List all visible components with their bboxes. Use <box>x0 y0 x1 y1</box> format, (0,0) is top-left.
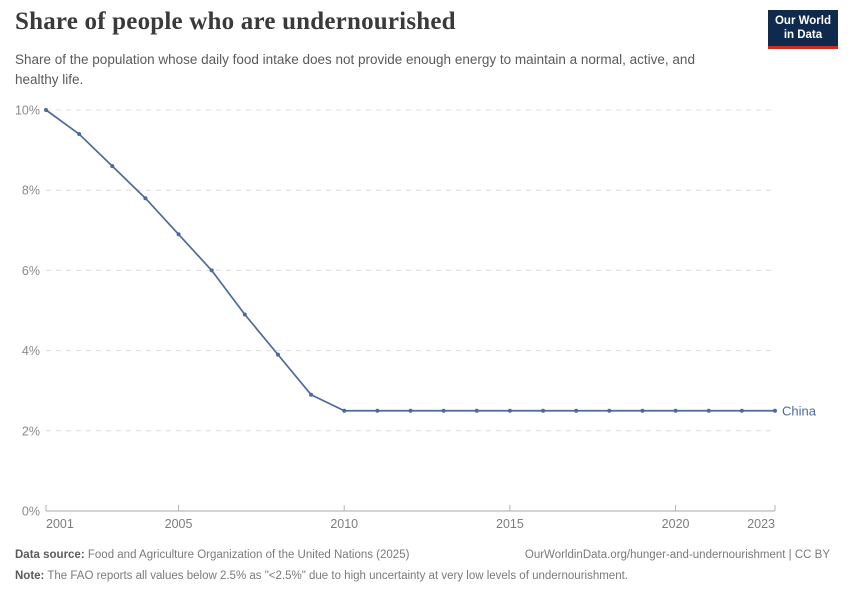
owid-logo[interactable]: Our World in Data <box>767 10 838 49</box>
data-point-2022[interactable] <box>739 408 744 413</box>
data-point-2002[interactable] <box>77 132 82 137</box>
x-axis-label: 2001 <box>46 517 74 531</box>
x-axis-label: 2020 <box>662 517 690 531</box>
data-point-2013[interactable] <box>441 408 446 413</box>
data-point-2004[interactable] <box>143 196 148 201</box>
data-point-2011[interactable] <box>375 408 380 413</box>
footer: Data source: Food and Agriculture Organi… <box>15 549 830 561</box>
data-point-2010[interactable] <box>342 408 347 413</box>
y-axis-label: 6% <box>22 264 40 278</box>
footer-note: Note: The FAO reports all values below 2… <box>15 570 830 582</box>
data-point-2017[interactable] <box>574 408 579 413</box>
data-point-2001[interactable] <box>44 108 48 112</box>
x-axis-label: 2015 <box>496 517 524 531</box>
data-point-2019[interactable] <box>640 408 645 413</box>
y-axis-label: 8% <box>22 184 40 198</box>
data-source-line: Data source: Food and Agriculture Organi… <box>15 549 409 561</box>
page-title: Share of people who are undernourished <box>15 8 456 35</box>
line-chart: 0% 2% 4% 6% 8% 10% 2001 2005 2010 2015 2020 2023 Chi… <box>15 104 817 532</box>
y-axis-label: 0% <box>22 505 40 519</box>
y-axis-label: 4% <box>22 344 40 358</box>
series-end-label-china[interactable]: China <box>782 403 817 418</box>
chart-subtitle: Share of the population whose daily food… <box>15 52 695 87</box>
data-point-2008[interactable] <box>275 352 280 357</box>
y-axis-label: 2% <box>22 424 40 438</box>
owid-logo-line1: Our World <box>774 15 831 27</box>
note-text: The FAO reports all values below 2.5% as… <box>47 570 628 582</box>
data-point-2006[interactable] <box>209 268 214 273</box>
data-point-2009[interactable] <box>309 392 314 397</box>
data-source-text: Food and Agriculture Organization of the… <box>87 549 410 561</box>
x-axis-label: 2023 <box>747 517 775 531</box>
data-point-2005[interactable] <box>176 232 181 237</box>
data-point-2018[interactable] <box>607 408 612 413</box>
data-point-2020[interactable] <box>673 408 678 413</box>
data-point-2015[interactable] <box>507 408 512 413</box>
data-point-2003[interactable] <box>110 164 115 169</box>
x-axis-label: 2010 <box>330 517 358 531</box>
owid-logo-line2: in Data <box>783 28 823 41</box>
data-point-2016[interactable] <box>541 408 546 413</box>
data-point-2014[interactable] <box>474 408 479 413</box>
data-point-2007[interactable] <box>242 312 247 317</box>
data-point-2023[interactable] <box>773 408 777 413</box>
data-point-2012[interactable] <box>408 408 413 413</box>
data-line-china[interactable] <box>45 109 776 412</box>
y-axis-label: 10% <box>15 104 40 118</box>
owid-url-link[interactable]: OurWorldinData.org/hunger-and-undernouri… <box>524 549 830 561</box>
data-point-2021[interactable] <box>706 408 711 413</box>
data-source-label: Data source: <box>15 549 85 561</box>
note-label: Note: <box>15 570 45 582</box>
x-axis-label: 2005 <box>165 517 193 531</box>
